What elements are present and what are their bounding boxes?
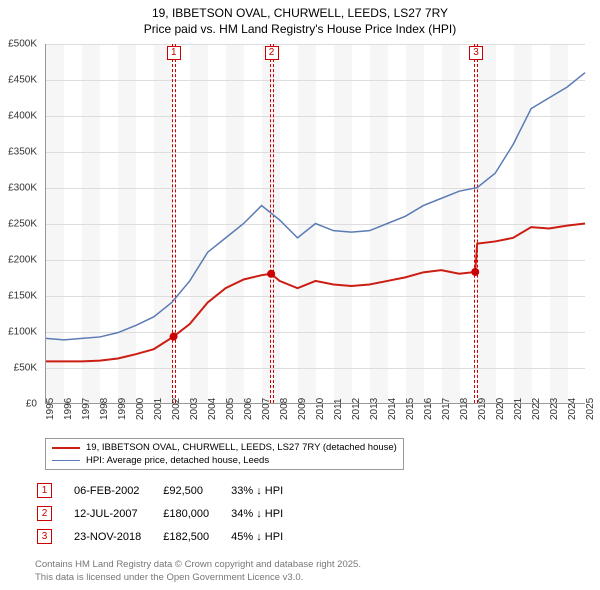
x-tick-label: 1998 (99, 398, 110, 420)
x-tick-label: 2004 (207, 398, 218, 420)
x-tick-label: 2019 (477, 398, 488, 420)
title-line1: 19, IBBETSON OVAL, CHURWELL, LEEDS, LS27… (0, 6, 600, 22)
x-tick-label: 2003 (189, 398, 200, 420)
event-price: £182,500 (163, 526, 229, 547)
x-tick-label: 2002 (171, 398, 182, 420)
x-tick-label: 2010 (315, 398, 326, 420)
chart: 123 £0£50K£100K£150K£200K£250K£300K£350K… (45, 44, 585, 404)
x-tick-label: 2014 (387, 398, 398, 420)
y-tick-label: £0 (26, 399, 37, 410)
x-tick-label: 2013 (369, 398, 380, 420)
chart-title: 19, IBBETSON OVAL, CHURWELL, LEEDS, LS27… (0, 0, 600, 37)
event-number: 1 (37, 483, 52, 498)
event-date: 12-JUL-2007 (74, 503, 161, 524)
x-tick-label: 2024 (567, 398, 578, 420)
footer-line1: Contains HM Land Registry data © Crown c… (35, 559, 361, 571)
x-tick-label: 2011 (333, 398, 344, 420)
x-tick-label: 2023 (549, 398, 560, 420)
event-price: £92,500 (163, 480, 229, 501)
marker-dot-1 (170, 333, 178, 341)
x-tick-label: 2025 (585, 398, 596, 420)
marker-dot-3 (471, 268, 479, 276)
y-tick-label: £100K (8, 327, 37, 338)
x-tick-label: 2012 (351, 398, 362, 420)
legend-label: 19, IBBETSON OVAL, CHURWELL, LEEDS, LS27… (86, 442, 397, 453)
series-red (46, 224, 585, 362)
x-tick-label: 2001 (153, 398, 164, 420)
x-tick-label: 2006 (243, 398, 254, 420)
footer-line2: This data is licensed under the Open Gov… (35, 572, 361, 584)
event-number: 2 (37, 506, 52, 521)
y-tick-label: £250K (8, 219, 37, 230)
x-tick-label: 1999 (117, 398, 128, 420)
y-tick-label: £400K (8, 111, 37, 122)
y-tick-label: £50K (14, 363, 37, 374)
x-tick-label: 2022 (531, 398, 542, 420)
y-tick-label: £300K (8, 183, 37, 194)
x-tick-label: 2021 (513, 398, 524, 420)
x-tick-label: 2007 (261, 398, 272, 420)
event-delta: 45% ↓ HPI (231, 526, 303, 547)
event-date: 06-FEB-2002 (74, 480, 161, 501)
legend-swatch (52, 447, 80, 449)
title-line2: Price paid vs. HM Land Registry's House … (0, 22, 600, 38)
footer: Contains HM Land Registry data © Crown c… (35, 559, 361, 584)
event-delta: 33% ↓ HPI (231, 480, 303, 501)
x-tick-label: 2000 (135, 398, 146, 420)
legend-label: HPI: Average price, detached house, Leed… (86, 455, 269, 466)
x-tick-label: 2018 (459, 398, 470, 420)
x-tick-label: 2015 (405, 398, 416, 420)
x-tick-label: 2020 (495, 398, 506, 420)
x-tick-label: 1997 (81, 398, 92, 420)
event-row: 1 06-FEB-2002£92,50033% ↓ HPI (37, 480, 303, 501)
events-table: 1 06-FEB-2002£92,50033% ↓ HPI 2 12-JUL-2007… (35, 478, 305, 549)
event-date: 23-NOV-2018 (74, 526, 161, 547)
x-tick-label: 1996 (63, 398, 74, 420)
y-tick-label: £450K (8, 75, 37, 86)
event-price: £180,000 (163, 503, 229, 524)
x-tick-label: 1995 (45, 398, 56, 420)
legend: 19, IBBETSON OVAL, CHURWELL, LEEDS, LS27… (45, 438, 404, 470)
y-tick-label: £350K (8, 147, 37, 158)
legend-item: HPI: Average price, detached house, Leed… (52, 454, 397, 467)
x-tick-label: 2009 (297, 398, 308, 420)
legend-swatch (52, 460, 80, 462)
x-tick-label: 2017 (441, 398, 452, 420)
event-delta: 34% ↓ HPI (231, 503, 303, 524)
y-tick-label: £500K (8, 39, 37, 50)
series-blue (46, 73, 585, 340)
event-number: 3 (37, 529, 52, 544)
chart-lines (46, 44, 585, 403)
x-tick-label: 2008 (279, 398, 290, 420)
x-tick-label: 2016 (423, 398, 434, 420)
event-row: 2 12-JUL-2007£180,00034% ↓ HPI (37, 503, 303, 524)
marker-dot-2 (267, 270, 275, 278)
legend-item: 19, IBBETSON OVAL, CHURWELL, LEEDS, LS27… (52, 441, 397, 454)
x-tick-label: 2005 (225, 398, 236, 420)
event-row: 3 23-NOV-2018£182,50045% ↓ HPI (37, 526, 303, 547)
y-tick-label: £200K (8, 255, 37, 266)
y-tick-label: £150K (8, 291, 37, 302)
plot-area: 123 (45, 44, 585, 404)
